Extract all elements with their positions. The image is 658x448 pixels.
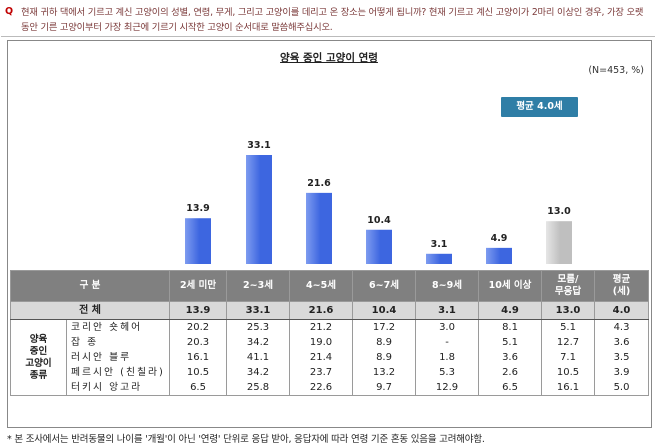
table-cell-6: 7.1	[541, 350, 596, 365]
total-cell-6: 13.0	[541, 301, 596, 320]
average-badge: 평균 4.0세	[501, 97, 578, 117]
table-row: 양육 중인 고양이 종류 코리안 숏헤어 20.2 25.3 21.2 17.2 3.0 8.1 5.…	[10, 319, 650, 396]
bar-4	[426, 253, 452, 264]
table-cell-1: 25.3	[226, 319, 291, 335]
header-cell-5: 8~9세	[415, 270, 480, 302]
table-cell-5: 3.6	[478, 350, 543, 365]
table-cell-4: 3.0	[415, 319, 480, 335]
bar-3	[366, 229, 392, 264]
header-cell-3: 4~5세	[289, 270, 354, 302]
table-cell-2: 22.6	[289, 380, 354, 396]
bar-chart: 13.9 33.1 21.6 10.4 3.1 4.9 13.0	[185, 140, 572, 264]
bar-value-label-5: 4.9	[491, 233, 508, 244]
header-cell-4: 6~7세	[352, 270, 417, 302]
bar-value-label-0: 13.9	[186, 203, 209, 214]
chart-frame	[7, 40, 652, 428]
header-cell-1: 2세 미만	[169, 270, 228, 302]
table-cell-0: 6.5	[169, 380, 228, 396]
header-cell-6: 10세 이상	[478, 270, 543, 302]
table-row: 터키시 앙고라 6.5 25.8 22.6 9.7 12.9 6.5 16.1 5.0	[11, 380, 650, 396]
table-cell-7: 3.9	[594, 365, 650, 380]
total-cell-3: 10.4	[352, 301, 417, 320]
question-mark: Q	[5, 6, 14, 17]
table-cell-1: 25.8	[226, 380, 291, 396]
total-label: 전 체	[9, 301, 171, 320]
table-row: 잡 종 20.3 34.2 19.0 8.9-5.1 12.7 3.6	[11, 335, 650, 350]
table-cell-6: 10.5	[541, 365, 596, 380]
table-cell-6: 16.1	[541, 380, 596, 396]
table-cell-2: 19.0	[289, 335, 354, 350]
total-cell-0: 13.9	[169, 301, 228, 320]
total-cell-4: 3.1	[415, 301, 480, 320]
table-cell-0: 16.1	[169, 350, 228, 365]
table-cell-5: 8.1	[478, 319, 543, 335]
bar-value-label-2: 21.6	[307, 178, 331, 189]
table-cell-6: 5.1	[541, 319, 596, 335]
header-cell-2: 2~3세	[226, 270, 291, 302]
breed-label: 페르시안 (친칠라)	[65, 365, 171, 380]
table-cell-5: 5.1	[478, 335, 543, 350]
breed-label: 잡 종	[65, 335, 171, 350]
header-cell-8: 평균 (세)	[594, 270, 650, 302]
table-cell-3: 8.9	[352, 350, 417, 365]
table-cell-2: 21.2	[289, 319, 354, 335]
group-label: 양육 중인 고양이 종류	[10, 319, 67, 396]
breed-label: 터키시 앙고라	[65, 380, 171, 396]
bar-2	[306, 192, 332, 264]
table-row-total: 전 체 13.9 33.1 21.6 10.4 3.1 4.9 13.0 4.0	[9, 301, 650, 320]
table-cell-1: 41.1	[226, 350, 291, 365]
table-cell-7: 4.3	[594, 319, 650, 335]
breed-label: 코리안 숏헤어	[65, 319, 171, 335]
table-cell-0: 10.5	[169, 365, 228, 380]
table-cell-6: 12.7	[541, 335, 596, 350]
chart-title: 양육 중인 고양이 연령	[280, 52, 378, 64]
header-cell-7: 모름/무응답	[541, 270, 596, 302]
bar-1	[246, 155, 272, 264]
table-cell-7: 3.5	[594, 350, 650, 365]
table-cell-2: 23.7	[289, 365, 354, 380]
total-cell-1: 33.1	[226, 301, 291, 320]
bar-value-label-1: 33.1	[247, 140, 270, 151]
table-cell-7: 5.0	[594, 380, 650, 396]
table-cell-5: 2.6	[478, 365, 543, 380]
table-cell-3: 9.7	[352, 380, 417, 396]
table-cell-0: 20.2	[169, 319, 228, 335]
footnote: * 본 조사에서는 반려동물의 나이를 '개월'이 아닌 '연령' 단위로 응답…	[7, 434, 485, 445]
total-cell-2: 21.6	[289, 301, 354, 320]
table-cell-3: 8.9	[352, 335, 417, 350]
table-cell-4: 1.8	[415, 350, 480, 365]
bar-5	[486, 247, 512, 264]
bar-value-label-4: 3.1	[431, 239, 448, 250]
table-cell-7: 3.6	[594, 335, 650, 350]
table-cell-3: 13.2	[352, 365, 417, 380]
table-cell-1: 34.2	[226, 335, 291, 350]
table-cell-4: 12.9	[415, 380, 480, 396]
table-row: 페르시안 (친칠라) 10.5 34.2 23.7 13.2 5.3 2.6 10.5 3.9	[11, 365, 650, 380]
total-cell-5: 4.9	[478, 301, 543, 320]
table-row: 러시안 블루 16.1 41.1 21.4 8.9 1.8 3.6 7.1 3.5	[11, 350, 650, 365]
table-header-row: 구 분 2세 미만 2~3세 4~5세 6~7세 8~9세 10세 이상 모름/무응답 평균 (세…	[9, 270, 650, 302]
table-cell-4: 5.3	[415, 365, 480, 380]
header-cell-0: 구 분	[9, 270, 171, 302]
question-box: Q 현재 귀하 댁에서 기르고 계신 고양이의 성별, 연령, 무게, 그리고 …	[1, 1, 655, 37]
sample-note: (N=453, %)	[588, 65, 644, 76]
table-cell-5: 6.5	[478, 380, 543, 396]
bar-6	[546, 221, 572, 264]
total-cell-7: 4.0	[594, 301, 650, 320]
question-text: 현재 귀하 댁에서 기르고 계신 고양이의 성별, 연령, 무게, 그리고 고양…	[21, 7, 644, 33]
table-cell-2: 21.4	[289, 350, 354, 365]
bar-value-label-6: 13.0	[547, 206, 571, 217]
bar-value-label-3: 10.4	[367, 215, 391, 226]
table-cell-3: 17.2	[352, 319, 417, 335]
bar-0	[185, 218, 211, 264]
data-table: 구 분 2세 미만 2~3세 4~5세 6~7세 8~9세 10세 이상 모름/무응답 평균 (세…	[9, 270, 650, 396]
table-cell-4: -	[415, 335, 480, 350]
breed-label: 러시안 블루	[65, 350, 171, 365]
table-cell-0: 20.3	[169, 335, 228, 350]
table-cell-1: 34.2	[226, 365, 291, 380]
